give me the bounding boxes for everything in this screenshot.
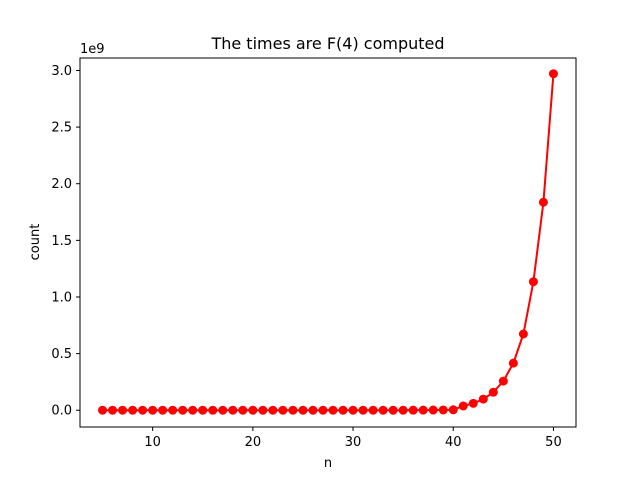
data-point — [438, 405, 448, 415]
data-point — [388, 405, 398, 415]
data-point — [498, 376, 508, 386]
data-point — [468, 398, 478, 408]
x-tick-label: 50 — [545, 435, 562, 450]
data-point — [458, 401, 468, 411]
data-point — [168, 405, 178, 415]
data-point — [488, 387, 498, 397]
data-point — [198, 405, 208, 415]
data-point — [158, 405, 168, 415]
x-tick-label: 30 — [345, 435, 362, 450]
y-axis-label: count — [28, 224, 43, 261]
data-point — [348, 405, 358, 415]
data-point — [518, 329, 528, 339]
data-point — [108, 405, 118, 415]
data-point — [548, 69, 558, 79]
data-point — [128, 405, 138, 415]
data-point — [138, 405, 148, 415]
data-point — [278, 405, 288, 415]
data-point — [228, 405, 238, 415]
x-axis-label: n — [324, 456, 332, 471]
data-point — [148, 405, 158, 415]
data-point — [268, 405, 278, 415]
x-axis-ticks: 10 20 30 40 50 — [144, 427, 562, 450]
data-point — [378, 405, 388, 415]
data-point — [98, 405, 108, 415]
x-tick-label: 20 — [245, 435, 262, 450]
data-point — [358, 405, 368, 415]
data-point — [308, 405, 318, 415]
y-tick-label: 2.0 — [51, 177, 72, 192]
data-point — [258, 405, 268, 415]
plot-frame — [79, 57, 577, 428]
y-tick-label: 0.0 — [51, 404, 72, 419]
data-point — [178, 405, 188, 415]
x-tick-label: 10 — [144, 435, 161, 450]
data-point — [208, 405, 218, 415]
y-tick-label: 0.5 — [51, 347, 72, 362]
data-point — [418, 405, 428, 415]
data-point — [298, 405, 308, 415]
data-point — [318, 405, 328, 415]
data-point — [428, 405, 438, 415]
y-tick-label: 3.0 — [51, 64, 72, 79]
data-point — [538, 197, 548, 207]
data-point — [508, 358, 518, 368]
y-tick-label: 1.0 — [51, 290, 72, 305]
data-point — [398, 405, 408, 415]
x-tick-label: 40 — [445, 435, 462, 450]
data-point — [238, 405, 248, 415]
y-offset-text: 1e9 — [80, 42, 105, 57]
data-point — [218, 405, 228, 415]
y-axis-ticks: 0.0 0.5 1.0 1.5 2.0 2.5 3.0 — [51, 64, 80, 419]
y-tick-label: 1.5 — [51, 234, 72, 249]
data-point — [288, 405, 298, 415]
series-line — [102, 73, 555, 412]
data-point — [328, 405, 338, 415]
data-point — [478, 394, 488, 404]
data-point — [188, 405, 198, 415]
data-point — [248, 405, 258, 415]
data-point — [338, 405, 348, 415]
data-point — [528, 277, 538, 287]
chart-title: The times are F(4) computed — [210, 34, 444, 53]
data-point — [118, 405, 128, 415]
data-point — [368, 405, 378, 415]
series-group — [98, 69, 558, 415]
data-point — [408, 405, 418, 415]
y-tick-label: 2.5 — [51, 121, 72, 136]
data-point — [448, 405, 458, 415]
